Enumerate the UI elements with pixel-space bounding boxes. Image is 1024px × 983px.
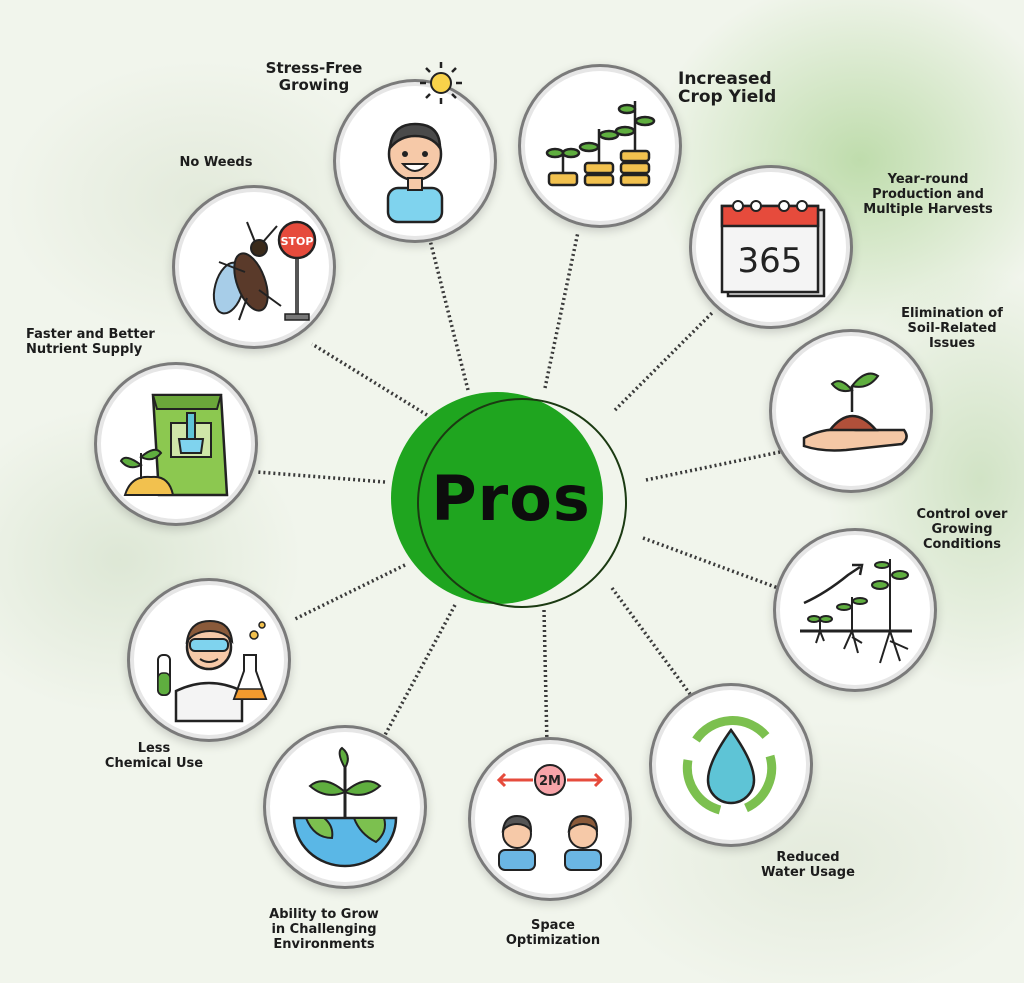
center-pros-circle: Pros [391,392,627,612]
plant-growth-chart-icon [800,559,912,664]
benefit-increased-crop-yield [525,71,675,221]
fertilizer-bag-icon [119,393,229,497]
scientist-icon [157,619,268,723]
connector-crop-yield [543,231,580,389]
connector-soil [645,450,781,482]
connector-challenging [383,604,457,736]
benefit-less-chemical-use [134,585,284,735]
connector-year-round [613,310,715,412]
label-stress-free-growing: Stress-Free Growing [265,59,363,94]
label-control-growing-conditions: Control over Growing Conditions [916,507,1008,552]
hand-soil-sprout-icon [802,372,908,452]
label-nutrient-supply: Faster and Better Nutrient Supply [26,327,155,357]
benefit-nutrient-supply [101,369,251,519]
happy-person-sun-icon [386,122,444,224]
globe-sprout-icon [292,746,398,868]
benefit-reduced-water-usage [656,690,806,840]
calendar-365-icon: 365 [720,200,826,298]
benefit-stress-free-growing [340,86,490,236]
connector-chemical [292,563,406,622]
connector-space [542,609,549,746]
label-less-chemical-use: Less Chemical Use [104,741,204,771]
label-reduced-water-usage: Reduced Water Usage [761,850,855,880]
label-year-round-production: Year-round Production and Multiple Harvest… [863,172,993,217]
benefit-control-growing-conditions [780,535,930,685]
sun-icon [420,62,462,104]
center-title: Pros [431,462,591,535]
label-space-optimization: Space Optimization [505,918,601,948]
benefit-space-optimization: 2M [475,744,625,894]
connector-weeds [311,342,428,417]
calendar-number: 365 [738,241,803,281]
benefit-elimination-soil-issues [776,336,926,486]
distance-text: 2M [539,774,561,789]
connector-control [642,536,779,590]
center-ring [417,398,627,608]
connector-nutrient [256,470,386,484]
water-drop-recycle-icon [682,716,777,815]
two-people-distance-icon: 2M [496,764,604,871]
benefit-challenging-environments [270,732,420,882]
benefit-no-weeds: STOP [179,192,329,342]
label-increased-crop-yield: Increased Crop Yield [678,69,777,107]
label-no-weeds: No Weeds [179,155,253,170]
stop-sign-text: STOP [281,235,314,248]
stop-insect-icon: STOP [212,220,317,321]
connector-water [610,586,692,696]
label-challenging-environments: Ability to Grow in Challenging Environment… [269,907,379,952]
label-elimination-soil-issues: Elimination of Soil-Related Issues [901,306,1003,351]
benefit-year-round-production: 365 [696,172,846,322]
growing-plants-coins-icon [545,101,656,187]
connector-stress-free [428,239,470,391]
